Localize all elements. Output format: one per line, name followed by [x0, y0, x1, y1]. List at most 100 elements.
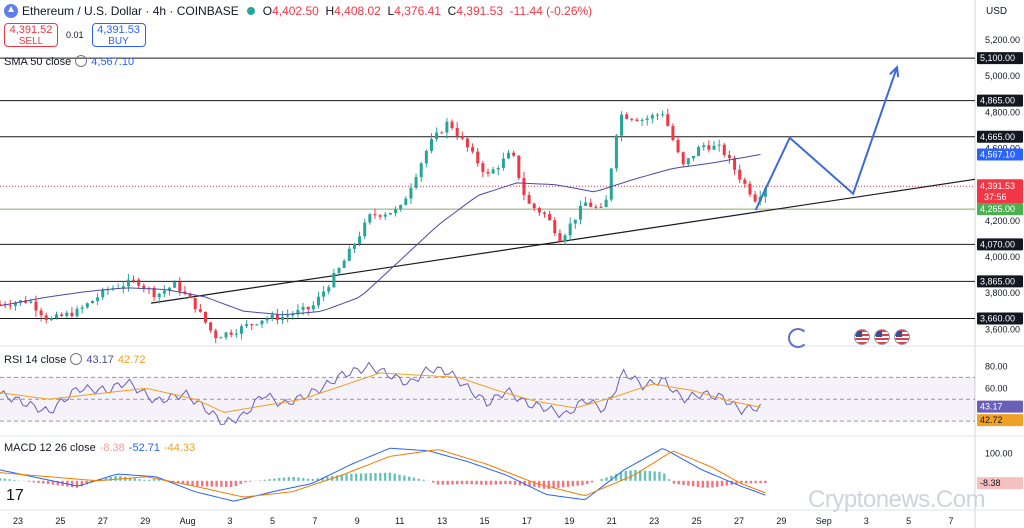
candle [763, 188, 767, 197]
macd-histogram-bar [576, 480, 579, 486]
candle [306, 306, 310, 310]
candle [358, 236, 362, 245]
level-label-bg [977, 130, 1023, 143]
macd-histogram-bar [335, 475, 339, 481]
macd-histogram-bar [133, 478, 136, 481]
candle [512, 152, 516, 156]
swirl-icon[interactable] [788, 328, 808, 348]
candle [80, 307, 84, 309]
macd-histogram-bar [624, 471, 627, 481]
candle [44, 315, 48, 320]
sma50-line [0, 154, 761, 316]
macd-histogram-bar [143, 479, 146, 481]
candle [245, 324, 249, 327]
macd-histogram-bar [566, 480, 570, 487]
rsi-legend[interactable]: RSI 14 close 43.17 42.72 [4, 353, 146, 366]
macd-histogram-bar [287, 477, 291, 481]
sma-legend[interactable]: SMA 50 close 4,567.10 [4, 55, 135, 68]
candle [465, 138, 469, 148]
candle [507, 152, 511, 159]
currency-label[interactable]: USD [986, 6, 1008, 17]
candle [548, 213, 552, 221]
macd-histogram-bar [326, 476, 329, 481]
y-tick-label: 5,000.00 [985, 71, 1020, 81]
candle [578, 205, 582, 220]
candle [368, 214, 372, 223]
macd-histogram-bar [152, 479, 156, 481]
last-price-bg [977, 179, 1023, 204]
y-tick-label: 3,600.00 [985, 324, 1020, 334]
price-axis-bg [975, 0, 1024, 528]
macd-histogram-bar [764, 480, 767, 484]
order-panel: 4,391.52 SELL 0.01 4,391.53 BUY [4, 23, 146, 47]
candle [198, 309, 202, 312]
candle [414, 177, 418, 188]
candle [625, 114, 629, 119]
x-tick-label: 7 [949, 516, 954, 526]
macd-histogram-bar [374, 473, 377, 481]
candle [476, 151, 480, 164]
candle [75, 308, 79, 317]
macd-histogram-bar [393, 473, 396, 481]
x-tick-label: Aug [180, 516, 196, 526]
symbol-title[interactable]: Ethereum / U.S. Dollar · 4h · COINBASE [22, 4, 239, 18]
macd-histogram-bar [600, 479, 603, 481]
macd-histogram-bar [210, 480, 214, 487]
watermark: Cryptonews.Com [808, 486, 986, 513]
ethereum-icon [4, 4, 18, 18]
x-tick-label: Sep [816, 516, 832, 526]
us-flag-icon[interactable] [894, 329, 910, 345]
candle [445, 121, 449, 133]
macd-histogram-bar [71, 480, 74, 488]
macd-histogram-bar [667, 479, 671, 481]
us-flag-icon[interactable] [874, 329, 890, 345]
macd-histogram-bar [494, 480, 498, 485]
macd-histogram-bar [687, 480, 690, 486]
macd-histogram-bar [634, 470, 637, 481]
candle [291, 314, 295, 316]
x-tick-label: 13 [437, 516, 447, 526]
candle [635, 119, 639, 121]
settings-icon[interactable] [75, 55, 88, 67]
macd-histogram-bar [277, 478, 281, 481]
candle [650, 115, 654, 119]
candle [743, 179, 747, 184]
x-tick-label: 21 [607, 516, 617, 526]
macd-histogram-bar [446, 480, 449, 485]
candle [265, 318, 269, 321]
macd-histogram-bar [749, 480, 753, 484]
macd-histogram-bar [460, 480, 464, 485]
macd-tick-label: 100.00 [985, 449, 1013, 459]
sell-button[interactable]: 4,391.52 SELL [4, 23, 58, 47]
macd-histogram-bar [465, 480, 469, 485]
macd-histogram-bar [648, 471, 652, 481]
candle [733, 158, 737, 170]
x-tick-label: 15 [480, 516, 490, 526]
candle [224, 332, 228, 338]
candle [455, 127, 459, 136]
trendline [151, 178, 976, 304]
macd-histogram-bar [0, 478, 2, 481]
us-flag-icon[interactable] [854, 329, 870, 345]
level-label: 4,865.00 [980, 96, 1015, 106]
macd-histogram-bar [128, 477, 132, 481]
macd-histogram-bar [234, 480, 238, 487]
candle [491, 169, 495, 174]
candle [332, 272, 336, 288]
candle [630, 118, 634, 120]
settings-icon[interactable] [70, 353, 83, 365]
candle [450, 121, 454, 128]
macd-histogram-bar [590, 480, 594, 483]
macd-histogram-bar [523, 480, 526, 486]
macd-histogram-bar [176, 480, 180, 484]
chart-header: Ethereum / U.S. Dollar · 4h · COINBASE O… [0, 0, 592, 22]
macd-legend[interactable]: MACD 12 26 close -8.38 -52.71 -44.33 [4, 442, 196, 454]
x-tick-label: 29 [776, 516, 786, 526]
candle [568, 223, 572, 236]
candle [702, 145, 706, 148]
buy-button[interactable]: 4,391.53 BUY [91, 23, 146, 47]
macd-histogram-bar [157, 479, 161, 481]
macd-histogram-bar [311, 479, 315, 481]
macd-histogram-bar [8, 479, 11, 481]
